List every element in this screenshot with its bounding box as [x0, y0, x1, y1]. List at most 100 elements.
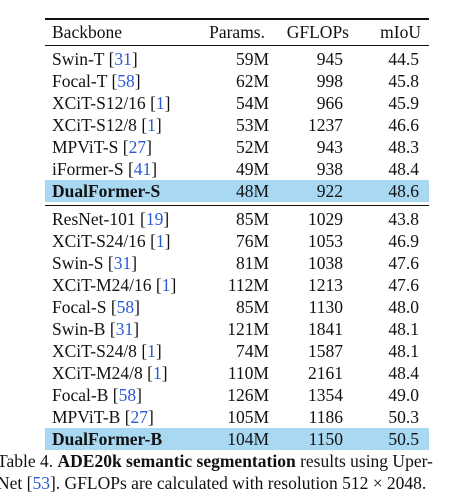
table-caption: Table 4. ADE20k semantic segmentation re… — [0, 450, 474, 494]
citation-link[interactable]: 1 — [161, 275, 171, 295]
backbone-name: MPViT-B [27] — [52, 407, 154, 427]
backbone-name: Swin-S [31] — [52, 253, 138, 273]
miou-value: 46.9 — [388, 231, 419, 251]
table-row: iFormer-S [41] 49M 938 48.4 — [45, 158, 429, 180]
miou-value: 48.3 — [388, 137, 419, 157]
miou-value: 48.4 — [388, 159, 419, 179]
table-row: Swin-T [31] 59M 945 44.5 — [45, 48, 429, 70]
miou-value: 45.8 — [388, 71, 419, 91]
table-row: XCiT-M24/8 [1] 110M 2161 48.4 — [45, 362, 429, 384]
params-value: 121M — [227, 319, 269, 339]
backbone-label: XCiT-S24/16 — [52, 231, 146, 251]
group-separator-rule — [45, 205, 429, 206]
citation-link[interactable]: 1 — [155, 231, 165, 251]
miou-value: 43.8 — [388, 209, 419, 229]
caption-citation-link[interactable]: 53 — [32, 473, 50, 493]
params-value: 85M — [235, 297, 269, 317]
params-value: 81M — [235, 253, 269, 273]
backbone-name: XCiT-M24/8 [1] — [52, 363, 168, 383]
gflops-value: 1213 — [308, 275, 343, 295]
citation-link[interactable]: 1 — [152, 363, 162, 383]
gflops-value: 1038 — [308, 253, 343, 273]
caption-line2-prefix: Net [ — [0, 473, 33, 493]
backbone-name: Focal-T [58] — [52, 71, 141, 91]
miou-value: 49.0 — [388, 385, 419, 405]
table-header-row: Backbone Params. GFLOPs mIoU — [45, 21, 429, 43]
backbone-name: DualFormer-B — [52, 428, 162, 450]
table-row: Swin-B [31] 121M 1841 48.1 — [45, 318, 429, 340]
gflops-value: 938 — [316, 159, 343, 179]
header-backbone: Backbone — [52, 22, 122, 42]
backbone-name: DualFormer-S — [52, 180, 160, 202]
citation-link[interactable]: 41 — [133, 159, 152, 179]
miou-value: 48.4 — [388, 363, 419, 383]
gflops-value: 2161 — [308, 363, 343, 383]
backbone-label: iFormer-S — [52, 159, 124, 179]
backbone-name: Swin-T [31] — [52, 49, 138, 69]
params-value: 59M — [235, 49, 269, 69]
backbone-label: MPViT-S — [52, 137, 119, 157]
caption-label: Table 4. — [0, 451, 54, 471]
gflops-value: 945 — [316, 49, 343, 69]
params-value: 104M — [227, 429, 269, 449]
table-row: MPViT-B [27] 105M 1186 50.3 — [45, 406, 429, 428]
params-value: 62M — [235, 71, 269, 91]
table-row: XCiT-S24/16 [1] 76M 1053 46.9 — [45, 230, 429, 252]
citation-link[interactable]: 31 — [113, 253, 132, 273]
backbone-label: Focal-S — [52, 297, 107, 317]
caption-bold-text: ADE20k semantic segmentation — [57, 451, 296, 471]
gflops-value: 998 — [316, 71, 343, 91]
miou-value: 44.5 — [388, 49, 419, 69]
caption-line-2: Net [53]. GFLOPs are calculated with res… — [0, 472, 474, 494]
citation-link[interactable]: 58 — [116, 297, 135, 317]
header-gflops: GFLOPs — [286, 22, 349, 42]
highlighted-table-row: DualFormer-B 104M 1150 50.5 — [45, 428, 429, 450]
miou-value: 50.3 — [388, 407, 419, 427]
params-value: 112M — [227, 275, 269, 295]
caption-rest-line1: results using Uper- — [300, 451, 433, 471]
gflops-value: 943 — [316, 137, 343, 157]
miou-value: 48.6 — [388, 181, 419, 201]
miou-value: 45.9 — [388, 93, 419, 113]
backbone-name: XCiT-S12/16 [1] — [52, 93, 171, 113]
miou-value: 48.1 — [388, 319, 419, 339]
citation-link[interactable]: 31 — [115, 319, 134, 339]
backbone-label: Focal-T — [52, 71, 108, 91]
backbone-label: XCiT-S24/8 — [52, 341, 137, 361]
backbone-name: Focal-B [58] — [52, 385, 142, 405]
params-value: 85M — [235, 209, 269, 229]
citation-link[interactable]: 27 — [130, 407, 149, 427]
backbone-label: Swin-B — [52, 319, 106, 339]
gflops-value: 1150 — [308, 429, 343, 449]
citation-link[interactable]: 31 — [114, 49, 132, 69]
highlighted-table-row: DualFormer-S 48M 922 48.6 — [45, 180, 429, 202]
table-row: Focal-T [58] 62M 998 45.8 — [45, 70, 429, 92]
params-value: 74M — [235, 341, 269, 361]
params-value: 49M — [235, 159, 269, 179]
gflops-value: 1053 — [308, 231, 343, 251]
miou-value: 47.6 — [388, 253, 419, 273]
gflops-value: 922 — [316, 181, 343, 201]
gflops-value: 1029 — [308, 209, 343, 229]
citation-link[interactable]: 27 — [128, 137, 147, 157]
header-rule — [45, 45, 429, 46]
gflops-value: 1237 — [308, 115, 343, 135]
citation-link[interactable]: 1 — [155, 93, 165, 113]
citation-link[interactable]: 1 — [147, 341, 156, 361]
table-row: MPViT-S [27] 52M 943 48.3 — [45, 136, 429, 158]
params-value: 48M — [235, 181, 269, 201]
caption-line2-rest: ]. GFLOPs are calculated with resolution… — [49, 473, 427, 493]
citation-link[interactable]: 58 — [118, 385, 137, 405]
backbone-label: MPViT-B — [52, 407, 121, 427]
table-row: XCiT-S12/16 [1] 54M 966 45.9 — [45, 92, 429, 114]
backbone-name: Swin-B [31] — [52, 319, 140, 339]
citation-link[interactable]: 1 — [147, 115, 156, 135]
miou-value: 47.6 — [388, 275, 419, 295]
table-row: Focal-S [58] 85M 1130 48.0 — [45, 296, 429, 318]
citation-link[interactable]: 19 — [145, 209, 164, 229]
citation-link[interactable]: 58 — [117, 71, 135, 91]
table-row: ResNet-101 [19] 85M 1029 43.8 — [45, 208, 429, 230]
miou-value: 48.1 — [388, 341, 419, 361]
backbone-label: Focal-B — [52, 385, 109, 405]
params-value: 126M — [227, 385, 269, 405]
